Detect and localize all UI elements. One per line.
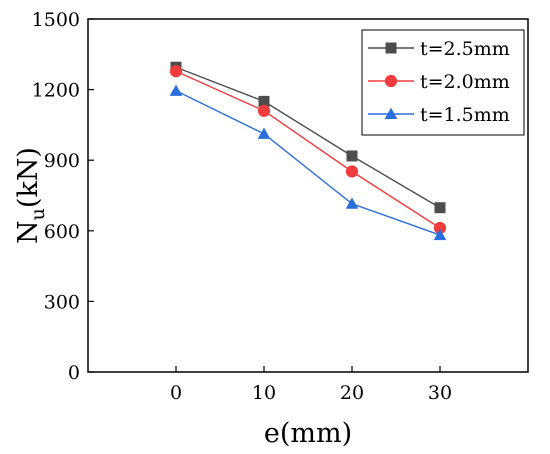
series-line — [175, 66, 441, 209]
data-point — [433, 221, 447, 235]
legend-item: t=1.5mm — [368, 104, 510, 126]
y-tick-label: 600 — [44, 221, 80, 243]
legend-label: t=2.0mm — [420, 71, 510, 93]
legend-item: t=2.0mm — [368, 71, 510, 93]
data-point — [384, 107, 398, 120]
y-tick-label: 0 — [68, 362, 80, 384]
legend: t=2.5mm t=2.0mm t=1.5mm — [361, 29, 525, 136]
y-axis-title: Nu(kN) — [13, 147, 49, 244]
legend-item: t=2.5mm — [368, 38, 510, 60]
series-t=2.0mm — [169, 65, 447, 235]
y-axis-title-subscript: u — [27, 208, 49, 220]
series-layer — [169, 61, 447, 241]
data-point — [257, 104, 271, 117]
data-point — [169, 84, 183, 96]
y-tick-label: 1200 — [32, 80, 80, 102]
y-tick-label: 900 — [44, 150, 80, 172]
x-tick-label: 0 — [170, 382, 182, 404]
data-point — [169, 65, 183, 78]
data-point — [345, 197, 359, 209]
data-point — [434, 202, 446, 214]
x-tick-label: 30 — [428, 382, 452, 404]
data-point — [258, 95, 270, 107]
x-axis-title: e(mm) — [264, 418, 352, 449]
series-t=1.5mm — [169, 84, 447, 241]
plot-frame — [87, 18, 529, 373]
data-point — [433, 228, 447, 241]
data-point — [345, 165, 359, 178]
x-tick-label: 10 — [252, 382, 276, 404]
x-tick-label: 20 — [340, 382, 364, 404]
y-tick-label: 300 — [44, 291, 80, 313]
data-point — [346, 150, 358, 162]
data-point — [385, 42, 397, 54]
axis-ticks: 0 300 600 900 1200 1500 0 10 20 30 — [32, 9, 452, 404]
plot-area — [87, 18, 529, 373]
data-point — [257, 127, 271, 139]
series-line — [175, 70, 441, 229]
y-axis-title-main: N — [13, 220, 44, 244]
series-line — [175, 90, 441, 236]
y-axis-title-unit: (kN) — [13, 147, 44, 208]
data-point — [384, 74, 398, 88]
y-tick-label: 1500 — [32, 9, 80, 31]
legend-label: t=2.5mm — [420, 38, 510, 60]
legend-label: t=1.5mm — [420, 104, 510, 126]
